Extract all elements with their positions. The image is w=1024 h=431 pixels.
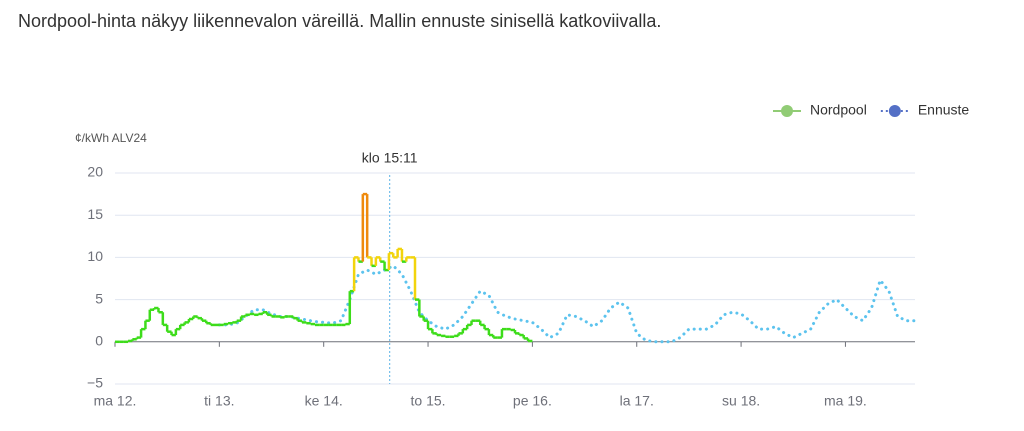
x-tick-label: ma 12. [94,393,137,409]
x-tick-label: to 15. [411,393,446,409]
x-tick-label: su 18. [722,393,760,409]
y-tick-label: −5 [87,375,103,391]
current-time-label: klo 15:11 [362,150,418,166]
legend-marker [888,105,901,117]
x-tick-label: pe 16. [513,393,552,409]
x-tick-label: ti 13. [204,393,234,409]
y-tick-label: 15 [87,206,103,222]
x-tick-label: ke 14. [305,393,343,409]
y-tick-label: 10 [87,248,103,264]
forecast-line [217,264,917,344]
y-axis-label: ¢/kWh ALV24 [75,131,147,145]
header-text: Nordpool-hinta näkyy liikennevalon värei… [18,11,661,31]
legend-label: Nordpool [810,102,867,118]
x-tick-label: ma 19. [824,393,867,409]
x-tick-label: la 17. [620,393,654,409]
y-tick-label: 20 [87,164,103,180]
legend-marker [781,105,793,117]
legend-label: Ennuste [918,102,970,118]
y-tick-label: 5 [95,290,103,306]
y-tick-label: 0 [95,333,103,349]
